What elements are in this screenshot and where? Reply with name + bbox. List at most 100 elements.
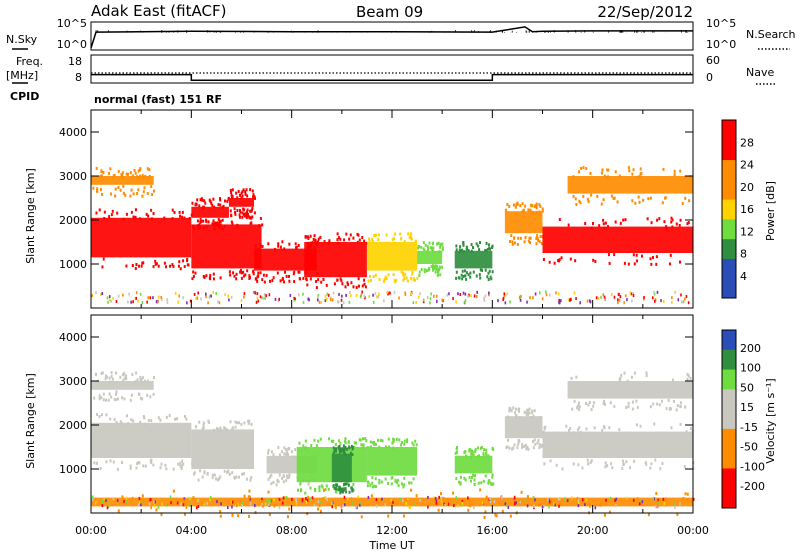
echo-speckle: [569, 257, 572, 261]
echo-speckle: [102, 257, 105, 261]
echo-speckle: [377, 238, 380, 242]
echo-speckle: [671, 225, 674, 229]
echo-speckle: [402, 485, 405, 489]
echo-speckle: [536, 234, 539, 238]
echo-speckle: [565, 424, 568, 428]
echo-speckle: [233, 207, 236, 211]
colorbar-tick-label: 100: [740, 362, 761, 375]
echo-speckle: [578, 199, 581, 203]
echo-speckle: [506, 202, 509, 206]
echo-speckle: [645, 374, 648, 378]
echo-speckle: [383, 280, 386, 284]
echo-speckle: [227, 196, 230, 200]
ground-scatter: [150, 506, 152, 510]
echo-speckle: [317, 439, 320, 443]
echo-speckle: [594, 259, 597, 263]
echo-speckle: [238, 208, 241, 212]
ground-scatter: [165, 503, 168, 507]
echo-speckle: [431, 268, 434, 272]
echo-speckle: [507, 415, 510, 419]
echo-speckle: [426, 245, 429, 249]
echo-speckle: [244, 192, 247, 196]
echo-speckle: [103, 217, 106, 221]
echo-speckle: [134, 171, 137, 175]
echo-speckle: [391, 441, 394, 445]
echo-speckle: [530, 416, 533, 420]
ground-scatter: [589, 504, 591, 508]
echo-speckle: [481, 268, 484, 272]
ground-scatter: [197, 291, 199, 295]
echo-speckle: [181, 210, 184, 214]
ground-scatter: [157, 300, 159, 304]
echo-speckle: [655, 255, 658, 259]
ground-scatter: [534, 292, 537, 296]
nsky-label: N.Sky: [6, 33, 38, 46]
colorbar-segment: [722, 468, 736, 489]
echo-speckle: [423, 270, 426, 274]
ground-scatter: [389, 291, 391, 295]
echo-speckle: [99, 188, 102, 192]
echo-speckle: [250, 476, 253, 480]
ground-scatter: [313, 503, 316, 507]
echo-speckle: [241, 190, 244, 194]
echo-speckle: [285, 474, 288, 478]
ground-scatter: [519, 500, 521, 504]
echo-region: [191, 224, 262, 269]
nave-top-tick: 60: [706, 54, 720, 67]
echo-speckle: [601, 428, 604, 432]
echo-speckle: [532, 446, 535, 450]
echo-speckle: [234, 211, 237, 215]
echo-speckle: [219, 198, 222, 202]
echo-speckle: [218, 219, 221, 223]
echo-speckle: [114, 392, 117, 396]
echo-speckle: [620, 373, 623, 377]
ground-scatter: [435, 294, 438, 298]
echo-speckle: [294, 448, 297, 452]
echo-speckle: [429, 246, 432, 250]
echo-speckle: [95, 188, 98, 192]
echo-speckle: [366, 484, 369, 488]
echo-speckle: [110, 371, 113, 375]
echo-speckle: [375, 485, 378, 489]
echo-speckle: [529, 241, 532, 245]
echo-speckle: [536, 237, 539, 241]
echo-speckle: [357, 284, 360, 288]
echo-speckle: [246, 210, 249, 214]
echo-speckle: [527, 239, 530, 243]
echo-speckle: [602, 218, 605, 222]
echo-speckle: [257, 248, 260, 252]
echo-speckle: [355, 285, 358, 289]
ground-scatter: [154, 500, 156, 504]
echo-speckle: [365, 241, 368, 245]
echo-speckle: [288, 475, 291, 479]
echo-speckle: [602, 222, 605, 226]
echo-speckle: [171, 217, 174, 221]
echo-speckle: [427, 266, 430, 270]
echo-speckle: [213, 205, 216, 209]
echo-speckle: [482, 454, 485, 458]
echo-speckle: [623, 371, 626, 375]
echo-speckle: [580, 166, 583, 170]
ground-scatter: [138, 496, 141, 500]
echo-speckle: [372, 485, 375, 489]
echo-speckle: [141, 376, 144, 380]
echo-speckle: [616, 200, 619, 204]
ground-scatter: [180, 502, 182, 506]
echo-speckle: [157, 416, 160, 420]
ground-scatter: [103, 497, 106, 501]
ground-scatter: [639, 499, 642, 503]
ground-scatter: [228, 298, 230, 302]
ground-scatter: [660, 299, 662, 303]
echo-speckle: [120, 173, 123, 177]
echo-speckle: [152, 463, 155, 467]
echo-speckle: [337, 439, 340, 443]
echo-speckle: [100, 174, 103, 178]
echo-speckle: [600, 171, 603, 175]
echo-speckle: [179, 267, 182, 271]
ground-scatter: [112, 296, 114, 300]
frequency-panel-frame: [90, 54, 694, 84]
echo-speckle: [618, 428, 621, 432]
echo-speckle: [480, 481, 483, 485]
echo-speckle: [345, 490, 348, 494]
ground-scatter: [426, 295, 429, 299]
